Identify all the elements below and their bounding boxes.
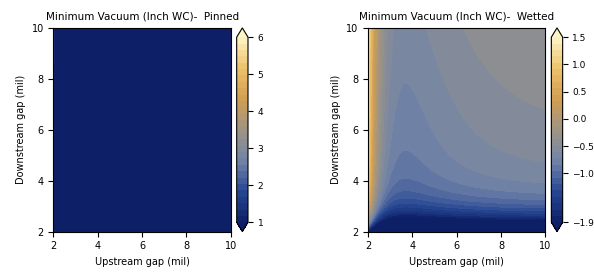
X-axis label: Upstream gap (mil): Upstream gap (mil): [94, 257, 189, 267]
Y-axis label: Downstream gap (mil): Downstream gap (mil): [16, 75, 26, 184]
X-axis label: Upstream gap (mil): Upstream gap (mil): [409, 257, 504, 267]
PathPatch shape: [236, 28, 248, 37]
Title: Minimum Vacuum (Inch WC)-  Wetted: Minimum Vacuum (Inch WC)- Wetted: [359, 11, 554, 21]
Y-axis label: Downstream gap (mil): Downstream gap (mil): [331, 75, 340, 184]
PathPatch shape: [551, 222, 563, 232]
PathPatch shape: [236, 222, 248, 232]
PathPatch shape: [551, 28, 563, 37]
Title: Minimum Vacuum (Inch WC)-  Pinned: Minimum Vacuum (Inch WC)- Pinned: [46, 11, 239, 21]
